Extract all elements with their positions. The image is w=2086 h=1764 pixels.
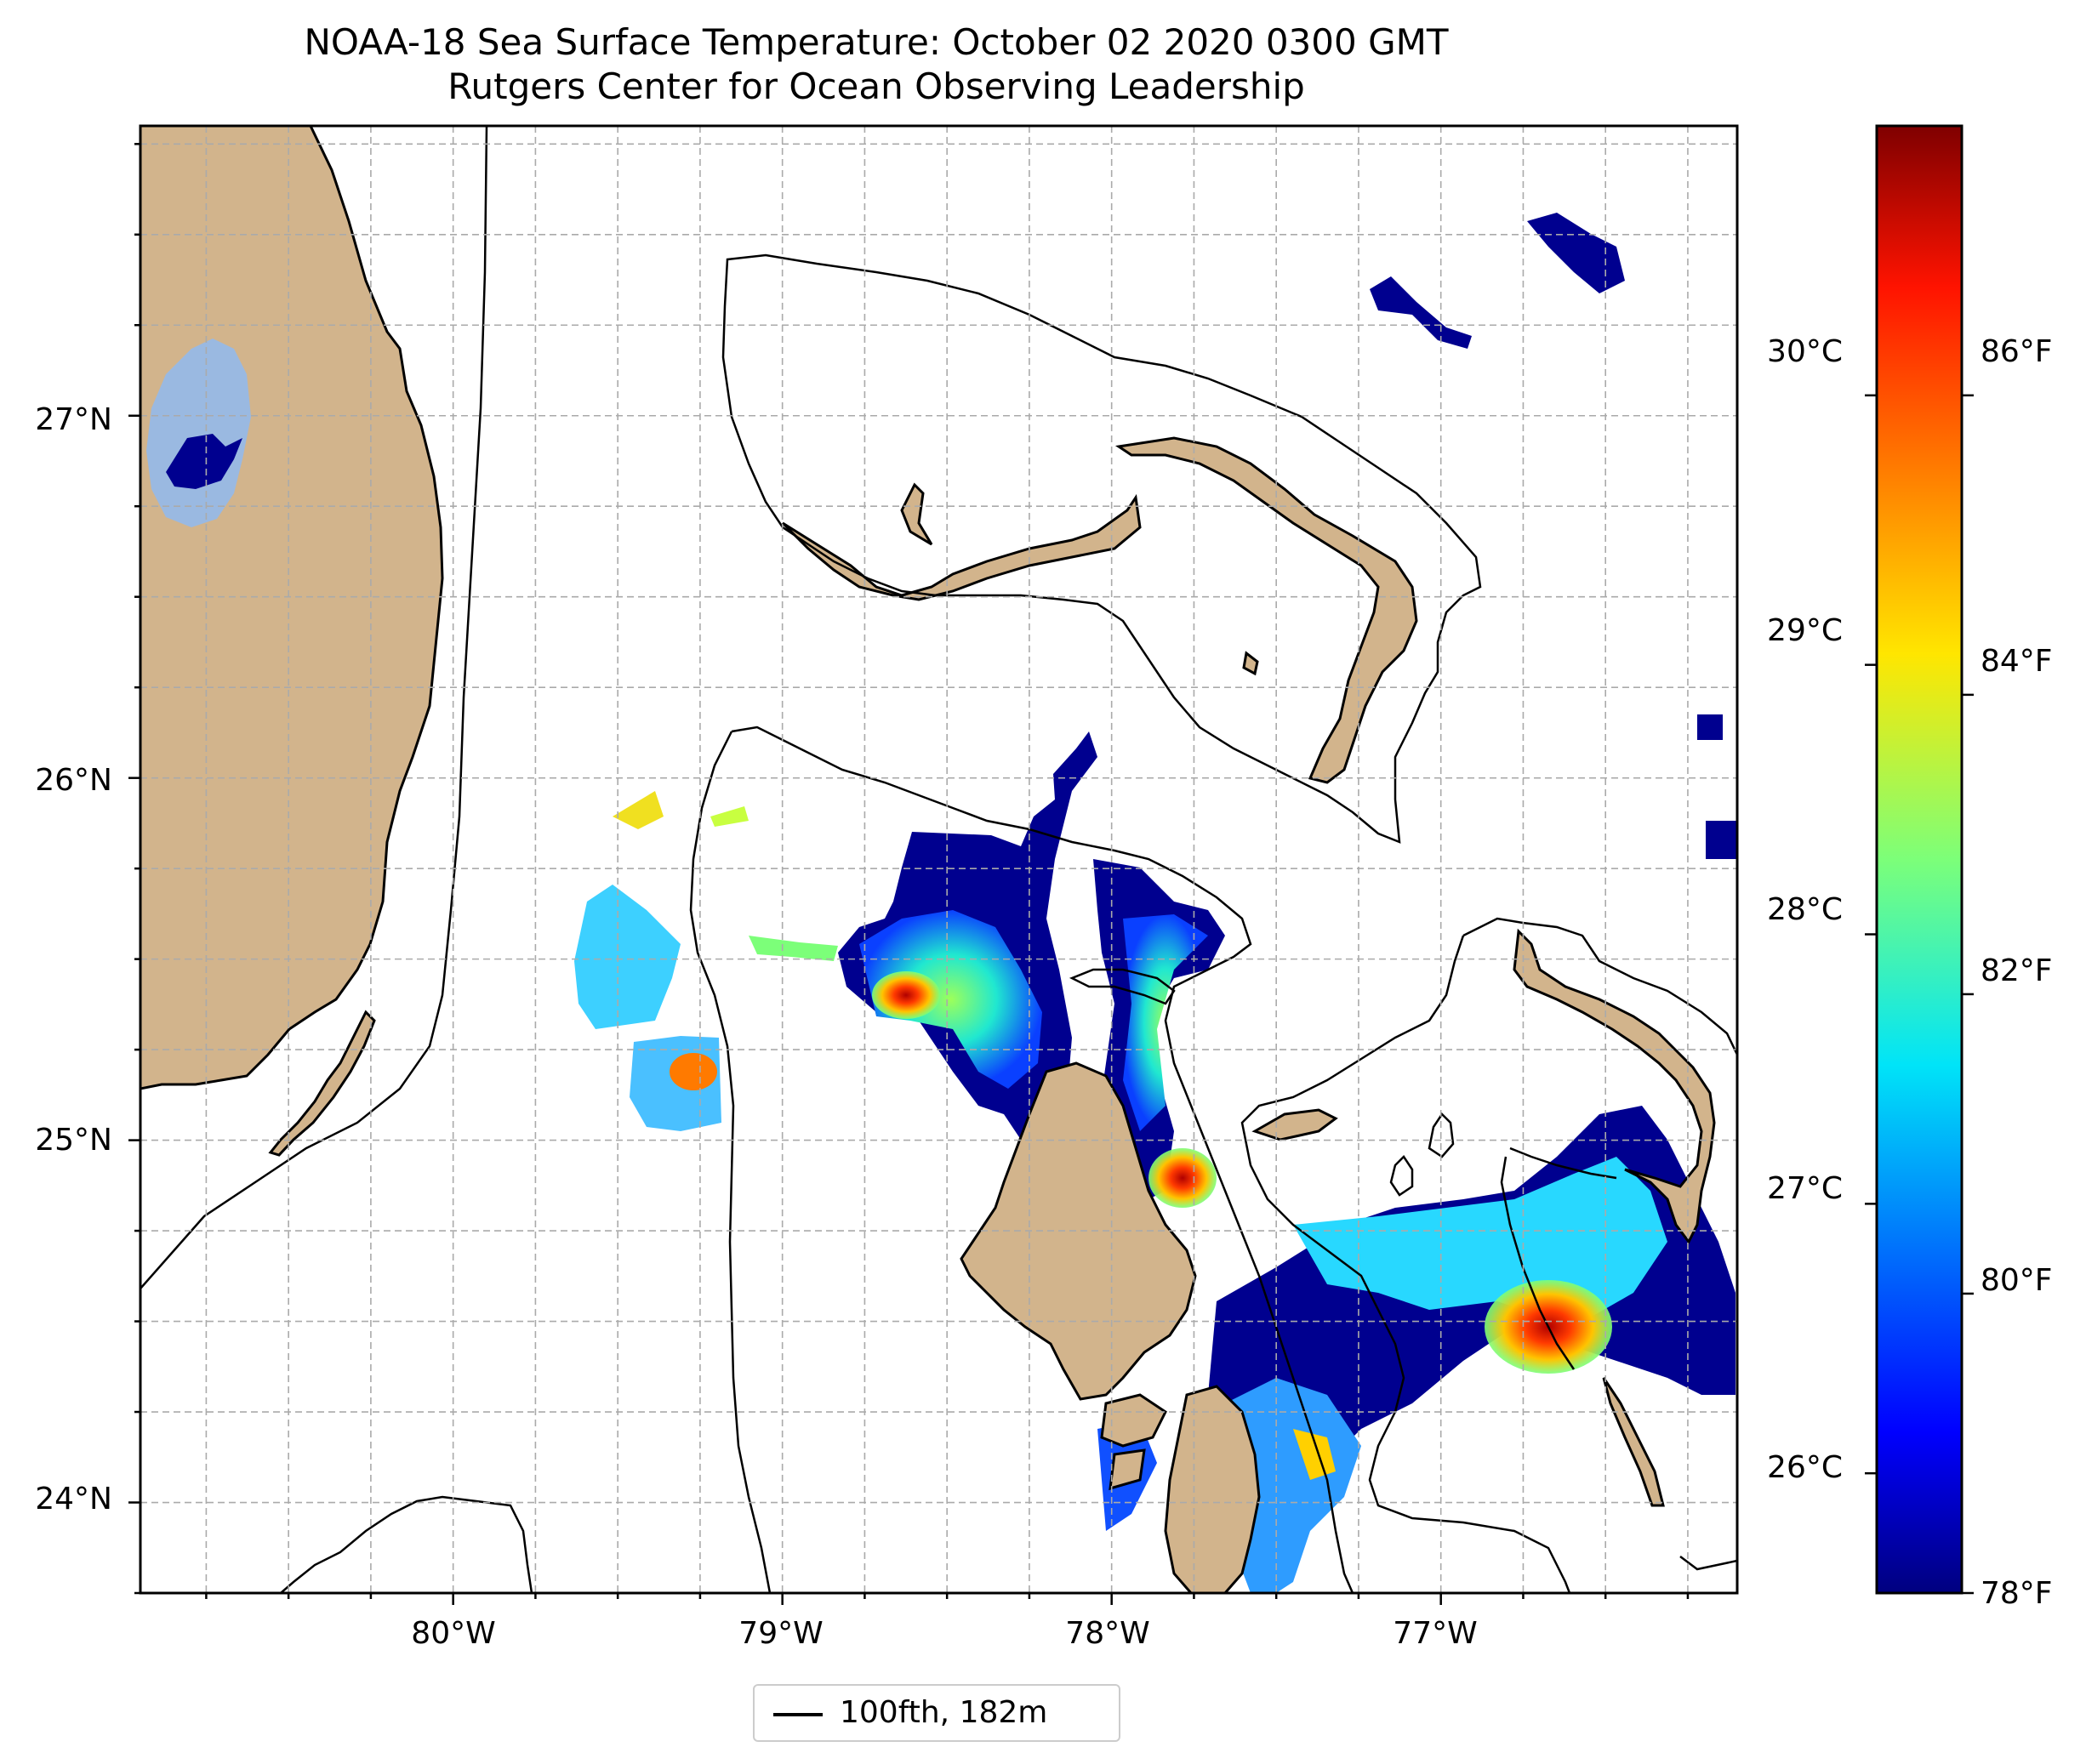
colorbar-gradient <box>1875 124 1963 1595</box>
colorbar-fahrenheit-label: 82°F <box>1981 953 2053 988</box>
sst-patch-east-blue <box>1697 714 1737 859</box>
colorbar: 30°C 29°C 28°C 27°C 26°C 86°F 84°F 82°F … <box>1767 124 2053 1611</box>
sst-patch-strip-east-warm <box>1123 914 1208 1131</box>
colorbar-celsius-label: 29°C <box>1767 613 1843 648</box>
lat-tick-label: 25°N <box>35 1123 112 1158</box>
title-line-1: NOAA-18 Sea Surface Temperature: October… <box>304 21 1449 63</box>
colorbar-celsius-label: 27°C <box>1767 1171 1843 1206</box>
map-content <box>140 126 1737 1593</box>
sst-patch-exuma <box>1217 1378 1361 1593</box>
legend-label: 100fth, 182m <box>840 1695 1048 1730</box>
grand-bahama <box>781 482 1142 601</box>
colorbar-celsius-label: 26°C <box>1767 1450 1843 1485</box>
lat-tick-label: 27°N <box>35 402 112 437</box>
sst-patch-west-blob <box>574 885 681 1029</box>
sst-patch-nw-blue-1 <box>1527 213 1625 293</box>
map-legend: 100fth, 182m <box>753 1684 1120 1742</box>
axis-ticks <box>128 143 1690 1605</box>
berry-islands <box>1242 651 1259 676</box>
colorbar-ticks <box>1865 394 1974 1595</box>
eleuthera-island <box>1513 928 1716 1244</box>
andros-south <box>1164 1385 1261 1593</box>
map-frame <box>139 124 1739 1595</box>
sst-patch-nw-blue-2 <box>1370 276 1472 349</box>
title-line-2: Rutgers Center for Ocean Observing Leade… <box>447 65 1305 107</box>
map-area: 80°W 79°W 78°W 77°W 24°N 25°N 26°N 27°N <box>35 124 1739 1651</box>
andros-island <box>960 1061 1197 1401</box>
legend-line-swatch <box>773 1713 823 1716</box>
sst-patch-central-warm <box>859 910 1042 1089</box>
colorbar-fahrenheit-label: 80°F <box>1981 1263 2053 1298</box>
colorbar-fahrenheit-label: 84°F <box>1981 644 2053 679</box>
colorbar-fahrenheit-label: 78°F <box>1981 1576 2053 1611</box>
colorbar-celsius-label: 30°C <box>1767 334 1843 369</box>
lon-tick-label: 78°W <box>1065 1616 1149 1651</box>
lon-tick-label: 79°W <box>738 1616 823 1651</box>
sst-data-layer <box>166 213 1737 1593</box>
sst-patch-small-2 <box>710 806 749 827</box>
lake-okeechobee-sst <box>166 434 242 489</box>
sst-patch-small-1 <box>613 791 664 829</box>
sst-patch-exuma-warm <box>1293 1429 1336 1480</box>
lat-tick-label: 26°N <box>35 763 112 798</box>
lon-tick-label: 80°W <box>411 1616 495 1651</box>
bathymetry-100fth-contour <box>140 126 1737 1593</box>
lon-tick-label: 77°W <box>1393 1616 1477 1651</box>
sst-patch-west-blob2-core <box>670 1053 717 1090</box>
sst-hotspot-andros-north <box>1148 1148 1217 1208</box>
map-gridlines <box>140 126 1737 1593</box>
map-title: NOAA-18 Sea Surface Temperature: October… <box>0 20 1753 109</box>
sst-patch-strip-west <box>749 936 838 961</box>
florida-keys <box>268 1010 376 1157</box>
abaco-islands <box>1114 436 1418 784</box>
sst-hotspot-west <box>872 971 940 1019</box>
exuma-cays <box>1602 1377 1665 1507</box>
lat-tick-label: 24°N <box>35 1482 112 1516</box>
colorbar-celsius-label: 28°C <box>1767 892 1843 927</box>
colorbar-fahrenheit-label: 86°F <box>1981 334 2053 369</box>
